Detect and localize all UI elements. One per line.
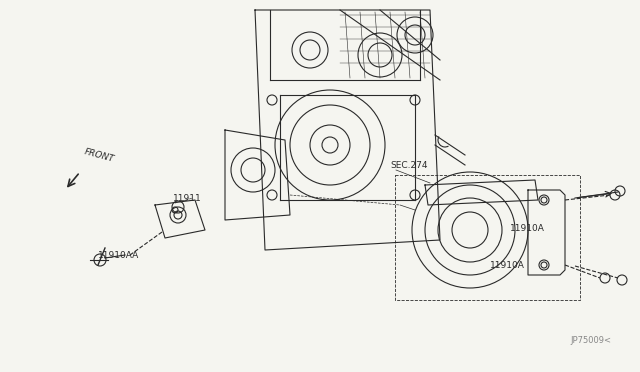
- Text: FRONT: FRONT: [83, 147, 115, 164]
- Text: 11910AA: 11910AA: [98, 250, 140, 260]
- Text: 11910A: 11910A: [490, 260, 525, 269]
- Text: 11910A: 11910A: [510, 224, 545, 232]
- Text: 11911: 11911: [173, 193, 202, 202]
- Text: SEC.274: SEC.274: [390, 160, 428, 170]
- Text: JP75009<: JP75009<: [570, 336, 611, 345]
